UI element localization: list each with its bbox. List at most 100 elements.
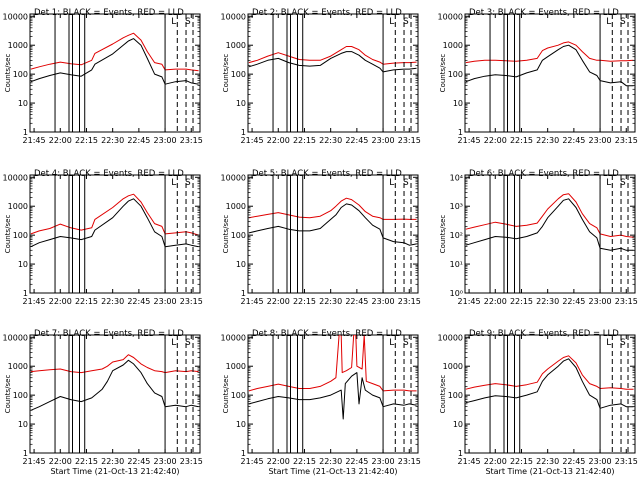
y-axis-label: Counts/sec xyxy=(4,54,12,93)
y-tick-label: 100 xyxy=(13,231,28,240)
panel-title: Det 8: BLACK = Events, RED = LLD xyxy=(252,329,402,339)
y-tick-label: 1000 xyxy=(226,41,246,50)
interval-tag-label: S xyxy=(185,338,191,348)
events-series-line xyxy=(248,51,417,73)
detector-panel: L S 21:45 22:00 22:15 22:30 22:45 23:00 23:15 1 10… xyxy=(3,8,203,145)
x-tick-label: 22:30 xyxy=(536,297,559,306)
x-tick-label: 23:00 xyxy=(154,457,177,466)
y-axis-label: Counts/sec xyxy=(222,215,230,254)
y-tick-label: 10⁰ xyxy=(450,289,463,298)
panel-title: Det 9: BLACK = Events, RED = LLD xyxy=(469,329,619,339)
y-tick-label: 1 xyxy=(23,449,28,458)
interval-tag-label: L xyxy=(606,338,611,348)
x-tick-label: 23:00 xyxy=(154,297,177,306)
plot-frame xyxy=(247,334,419,454)
y-tick-label: 10000 xyxy=(3,173,28,182)
interval-tag-label: S xyxy=(620,17,626,27)
detector-panel: L S 21:45 22:00 22:15 22:30 22:45 23:00 23:15 1 10… xyxy=(221,329,421,476)
x-tick-label: 23:00 xyxy=(372,297,395,306)
x-tick-label: 22:30 xyxy=(101,136,124,145)
panel-title: Det 7: BLACK = Events, RED = LLD xyxy=(34,329,184,339)
x-tick-label: 22:45 xyxy=(345,297,368,306)
detector-panel: L S 21:45 22:00 22:15 22:30 22:45 23:00 23:15 1 10… xyxy=(3,329,203,476)
y-tick-label: 1000 xyxy=(8,362,28,371)
detector-panel: L S 21:45 22:00 22:15 22:30 22:45 23:00 23:15 1 10… xyxy=(221,169,421,306)
y-axis-label: Counts/sec xyxy=(439,375,447,414)
interval-tag-label: S xyxy=(403,338,409,348)
x-axis-label: Start Time (21-Oct-13 21:42:40) xyxy=(268,467,397,476)
y-axis-label: Counts/sec xyxy=(4,375,12,414)
y-tick-label: 10 xyxy=(236,260,246,269)
panel-title: Det 1: BLACK = Events, RED = LLD xyxy=(34,8,184,18)
x-tick-label: 22:15 xyxy=(510,297,533,306)
plot-frame xyxy=(29,174,201,294)
panel-title: Det 5: BLACK = Events, RED = LLD xyxy=(252,169,402,179)
interval-tag-label: S xyxy=(403,178,409,188)
plot-frame xyxy=(464,334,636,454)
lld-series-line xyxy=(248,46,417,65)
events-series-line xyxy=(248,203,417,246)
y-tick-label: 100 xyxy=(13,391,28,400)
interval-tag-label: L xyxy=(606,17,611,27)
x-tick-label: 22:15 xyxy=(293,297,316,306)
detector-panel: L S 21:45 22:00 22:15 22:30 22:45 23:00 23:15 10⁰… xyxy=(439,169,638,306)
y-tick-label: 1000 xyxy=(226,362,246,371)
x-tick-label: 22:30 xyxy=(101,457,124,466)
x-tick-label: 23:15 xyxy=(180,457,203,466)
y-tick-label: 100 xyxy=(13,70,28,79)
detector-panel: L S 21:45 22:00 22:15 22:30 22:45 23:00 23:15 1 10… xyxy=(221,8,421,145)
x-tick-label: 22:15 xyxy=(75,297,98,306)
y-tick-label: 10 xyxy=(236,420,246,429)
x-tick-label: 21:45 xyxy=(23,297,46,306)
x-tick-label: 22:45 xyxy=(127,297,150,306)
y-tick-label: 1 xyxy=(23,128,28,137)
detector-panel: L S 21:45 22:00 22:15 22:30 22:45 23:00 23:15 1 10… xyxy=(438,329,638,476)
y-tick-label: 100 xyxy=(448,391,463,400)
y-tick-label: 1 xyxy=(241,128,246,137)
plot-frame xyxy=(247,174,419,294)
events-series-line xyxy=(465,44,634,87)
lld-series-line xyxy=(30,193,199,236)
x-tick-label: 22:00 xyxy=(49,457,72,466)
x-tick-label: 22:45 xyxy=(345,457,368,466)
y-tick-label: 10000 xyxy=(221,173,246,182)
events-series-line xyxy=(30,198,199,248)
interval-tag-label: L xyxy=(171,17,176,27)
plot-frame xyxy=(464,174,636,294)
interval-tag-label: S xyxy=(620,338,626,348)
x-tick-label: 22:45 xyxy=(562,457,585,466)
x-axis-label: Start Time (21-Oct-13 21:42:40) xyxy=(50,467,179,476)
y-tick-label: 100 xyxy=(231,70,246,79)
y-tick-label: 10 xyxy=(236,99,246,108)
interval-tag-label: L xyxy=(171,178,176,188)
panel-title: Det 3: BLACK = Events, RED = LLD xyxy=(469,8,619,18)
x-tick-label: 22:00 xyxy=(267,457,290,466)
interval-tag-label: L xyxy=(389,178,394,188)
y-tick-label: 1000 xyxy=(443,41,463,50)
x-tick-label: 22:15 xyxy=(75,457,98,466)
y-tick-label: 10 xyxy=(453,99,463,108)
x-tick-label: 23:15 xyxy=(615,297,638,306)
lld-series-line xyxy=(465,193,634,238)
events-series-line xyxy=(30,359,199,411)
y-tick-label: 10⁴ xyxy=(450,173,463,182)
y-axis-label: Counts/sec xyxy=(222,375,230,414)
x-tick-label: 23:15 xyxy=(398,297,421,306)
y-tick-label: 10000 xyxy=(221,12,246,21)
x-tick-label: 23:00 xyxy=(589,297,612,306)
interval-tag-label: L xyxy=(606,178,611,188)
x-tick-label: 23:15 xyxy=(615,457,638,466)
panel-title: Det 2: BLACK = Events, RED = LLD xyxy=(252,8,402,18)
y-tick-label: 1000 xyxy=(226,202,246,211)
y-tick-label: 10000 xyxy=(221,333,246,342)
y-tick-label: 1000 xyxy=(8,202,28,211)
lld-series-line xyxy=(30,32,199,72)
x-tick-label: 23:15 xyxy=(180,297,203,306)
plot-frame xyxy=(29,334,201,454)
y-tick-label: 10000 xyxy=(3,12,28,21)
x-tick-label: 23:15 xyxy=(180,136,203,145)
y-tick-label: 10 xyxy=(453,420,463,429)
y-tick-label: 1 xyxy=(241,289,246,298)
x-tick-label: 22:30 xyxy=(101,297,124,306)
x-tick-label: 22:30 xyxy=(319,457,342,466)
